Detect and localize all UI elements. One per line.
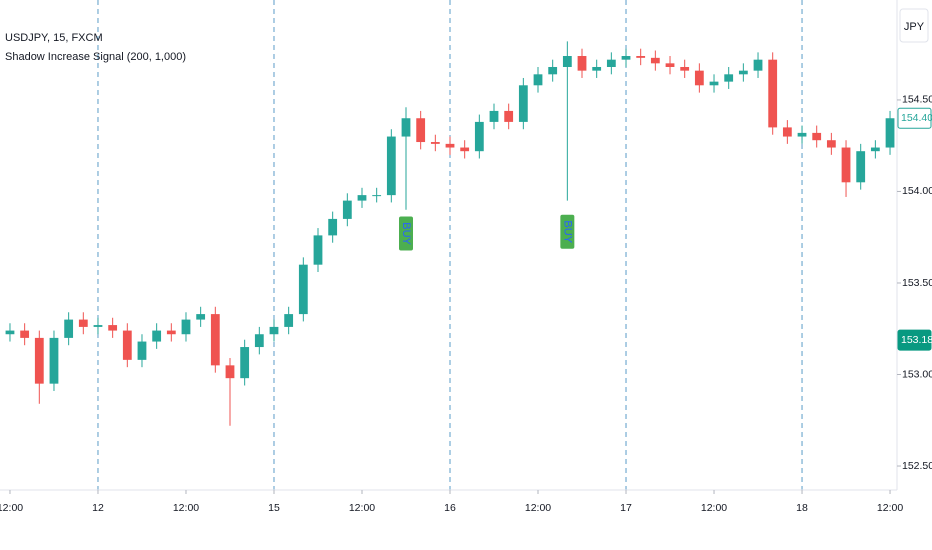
y-tick-label: 153.000 <box>902 368 932 380</box>
candle-body <box>210 314 220 366</box>
x-tick-label: 15 <box>268 502 280 514</box>
candle-body <box>474 121 484 152</box>
x-tick-label: 12:00 <box>173 502 199 514</box>
x-tick-label: 12:00 <box>525 502 551 514</box>
candle-body <box>826 140 836 148</box>
candle-body <box>753 59 763 71</box>
signal-box <box>399 216 414 251</box>
candle-body <box>489 110 499 122</box>
signal-box <box>560 214 575 249</box>
x-tick-label: 18 <box>796 502 808 514</box>
candle-body <box>78 319 88 327</box>
grid <box>97 0 803 490</box>
candle-body <box>665 63 675 67</box>
x-tick-label: 17 <box>620 502 632 514</box>
candle-body <box>724 74 734 82</box>
axes: 12:00 12 12:00 15 12:00 16 12:00 17 12:00 18 12:00… <box>0 94 932 514</box>
x-tick-label: 12:00 <box>877 502 903 514</box>
candle-body <box>313 235 323 265</box>
candle-body <box>650 57 660 64</box>
candle-body <box>401 118 411 137</box>
candle-body <box>709 81 719 86</box>
candle-body <box>342 200 352 219</box>
buy-signal: BUY <box>399 216 414 251</box>
x-tick-label: 12 <box>92 502 104 514</box>
candle-body <box>606 59 616 67</box>
candle-body <box>621 56 631 60</box>
candle-body <box>122 330 132 360</box>
y-tick-label: 153.500 <box>902 277 932 289</box>
candle-body <box>812 132 822 141</box>
candle-body <box>885 118 895 148</box>
candle-body <box>20 330 30 338</box>
candle-body <box>254 334 264 348</box>
candle-body <box>49 337 59 384</box>
candle-body <box>430 142 440 144</box>
indicator-name: Shadow Increase Signal (200, 1,000) <box>5 51 186 63</box>
buy-signal: BUY <box>560 214 575 249</box>
y-tick-label: 152.500 <box>902 460 932 472</box>
candle-body <box>636 56 646 58</box>
candle-body <box>548 66 558 75</box>
candle-body <box>841 147 851 183</box>
candle-body <box>152 330 162 342</box>
candle-body <box>577 56 587 71</box>
candle-body <box>284 314 294 327</box>
candle-body <box>445 143 455 148</box>
price-label: 154.400 <box>901 112 932 124</box>
x-tick-label: 12:00 <box>701 502 727 514</box>
chart-title: USDJPY, 15, FXCM <box>5 32 103 44</box>
candle-body <box>196 314 206 320</box>
candle-body <box>269 326 279 335</box>
candle-body <box>694 70 704 86</box>
currency-label[interactable]: JPY <box>904 21 925 33</box>
y-tick-label: 154.500 <box>902 94 932 106</box>
price-label: 153.188 <box>901 334 932 346</box>
candle-body <box>225 365 235 379</box>
candle-body <box>5 330 15 335</box>
price-label-box <box>897 107 932 129</box>
candle-body <box>108 325 118 331</box>
candle-body <box>181 319 191 335</box>
candle-body <box>166 330 176 335</box>
candle-body <box>64 319 74 338</box>
candle-body <box>738 70 748 75</box>
signal-label: BUY <box>400 222 412 245</box>
candle-body <box>34 337 44 384</box>
signal-label: BUY <box>561 220 573 243</box>
candle-body <box>504 110 514 122</box>
signals: BUY BUY <box>399 214 575 251</box>
candle-body <box>386 136 396 196</box>
candle-body <box>870 147 880 152</box>
candle-body <box>562 56 572 67</box>
candle-body <box>680 66 690 71</box>
x-tick-label: 12:00 <box>349 502 375 514</box>
candle-body <box>856 151 866 183</box>
candle-body <box>93 325 103 327</box>
candle-body <box>416 118 426 143</box>
candle-body <box>592 66 602 71</box>
candle-body <box>518 85 528 122</box>
candles <box>5 41 895 426</box>
candle-body <box>372 195 382 197</box>
candle-body <box>137 341 147 360</box>
candle-body <box>328 218 338 236</box>
y-tick-label: 154.000 <box>902 185 932 197</box>
price-label-box <box>897 329 932 351</box>
candle-body <box>797 132 807 137</box>
x-tick-label: 12:00 <box>0 502 23 514</box>
candle-body <box>782 127 792 137</box>
x-tick-label: 16 <box>444 502 456 514</box>
candle-body <box>768 59 778 128</box>
candle-body <box>240 347 250 379</box>
currency-button[interactable] <box>899 8 929 43</box>
candle-body <box>357 195 367 201</box>
candle-body <box>298 264 308 315</box>
candle-body <box>533 74 543 86</box>
candle-body <box>460 147 470 152</box>
